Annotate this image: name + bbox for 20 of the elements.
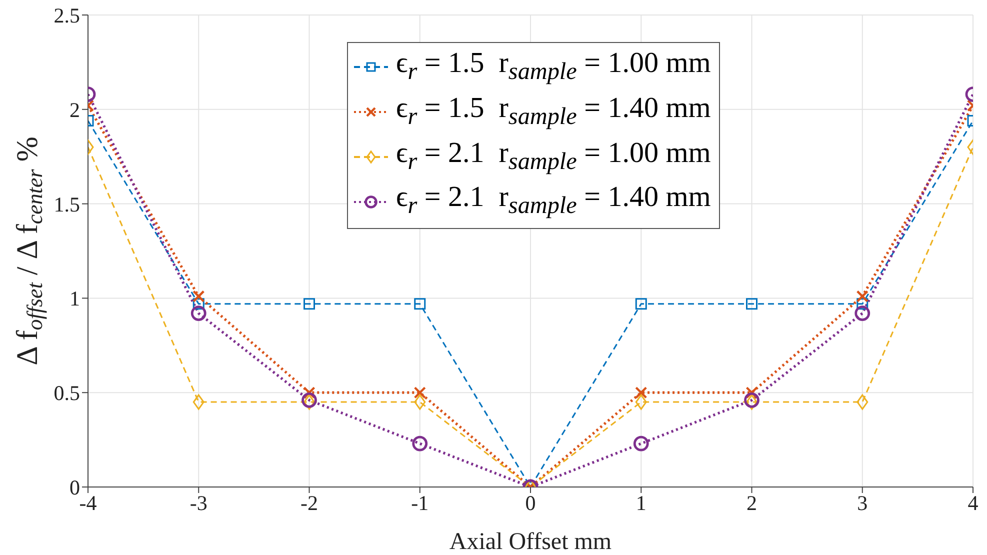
- legend-label: ϵ$_{r}$ = 1.5 r$_{sample}$ = 1.00 mm: [396, 47, 711, 85]
- y-tick-label: 1: [70, 286, 80, 311]
- x-tick-label: 4: [968, 490, 979, 515]
- x-axis-title: Axial Offset mm: [449, 529, 612, 555]
- x-tick-label: -4: [79, 490, 98, 515]
- legend-label: ϵ$_{r}$ = 2.1 r$_{sample}$ = 1.40 mm: [396, 181, 711, 220]
- y-tick-label: 1.5: [54, 192, 80, 216]
- legend-label: ϵ$_{r}$ = 1.5 r$_{sample}$ = 1.40 mm: [396, 92, 711, 130]
- y-tick-label: 2: [70, 98, 80, 122]
- y-tick-label: 0: [70, 475, 80, 500]
- y-tick-label: 2.5: [54, 3, 80, 28]
- x-tick-label: -2: [300, 490, 318, 515]
- x-tick-label: -1: [411, 490, 429, 515]
- x-tick-label: 0: [525, 490, 536, 515]
- y-tick-label: 0.5: [54, 381, 80, 406]
- legend-label: ϵ$_{r}$ = 2.1 r$_{sample}$ = 1.00 mm: [396, 136, 711, 174]
- x-tick-label: -3: [190, 490, 208, 515]
- x-tick-label: 1: [636, 490, 646, 515]
- x-tick-label: 3: [857, 490, 868, 515]
- x-tick-label: 2: [746, 490, 757, 515]
